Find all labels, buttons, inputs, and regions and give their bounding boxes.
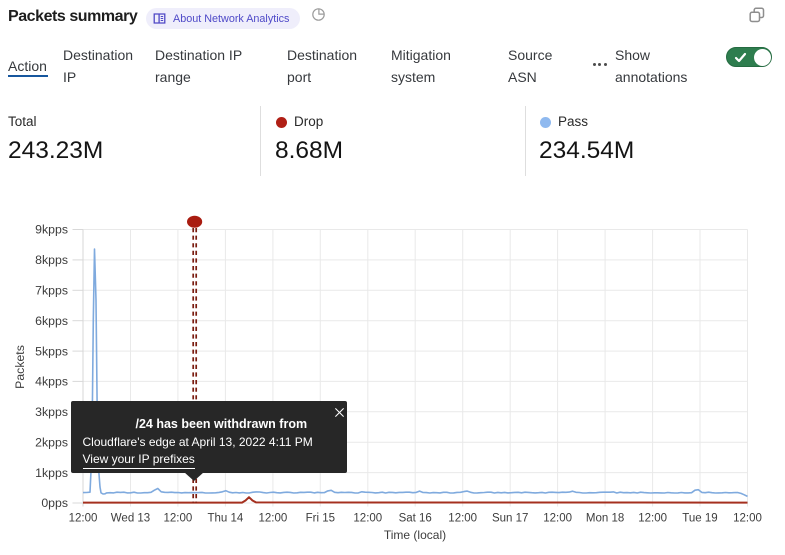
svg-text:12:00: 12:00 [69,513,98,525]
svg-text:12:00: 12:00 [259,513,288,525]
svg-text:12:00: 12:00 [543,513,572,525]
svg-text:7kpps: 7kpps [35,284,68,298]
svg-text:Sun 17: Sun 17 [492,513,528,525]
svg-text:Wed 13: Wed 13 [111,513,150,525]
svg-text:6kpps: 6kpps [35,314,68,328]
svg-text:5kpps: 5kpps [35,344,68,358]
svg-text:Packets: Packets [13,345,27,389]
svg-text:Fri 15: Fri 15 [306,513,335,525]
svg-text:Time (local): Time (local) [384,528,446,542]
svg-text:Mon 18: Mon 18 [586,513,624,525]
svg-text:9kpps: 9kpps [35,223,68,237]
svg-text:12:00: 12:00 [638,513,667,525]
svg-text:12:00: 12:00 [448,513,477,525]
svg-text:3kpps: 3kpps [35,405,68,419]
svg-text:12:00: 12:00 [733,513,762,525]
svg-text:0pps: 0pps [41,496,68,510]
svg-text:Sat 16: Sat 16 [399,513,432,525]
svg-text:12:00: 12:00 [353,513,382,525]
svg-text:Thu 14: Thu 14 [207,513,243,525]
svg-text:4kpps: 4kpps [35,375,68,389]
svg-text:Tue 19: Tue 19 [682,513,717,525]
svg-text:1kpps: 1kpps [35,466,68,480]
svg-text:12:00: 12:00 [164,513,193,525]
svg-text:8kpps: 8kpps [35,253,68,267]
svg-text:2kpps: 2kpps [35,435,68,449]
